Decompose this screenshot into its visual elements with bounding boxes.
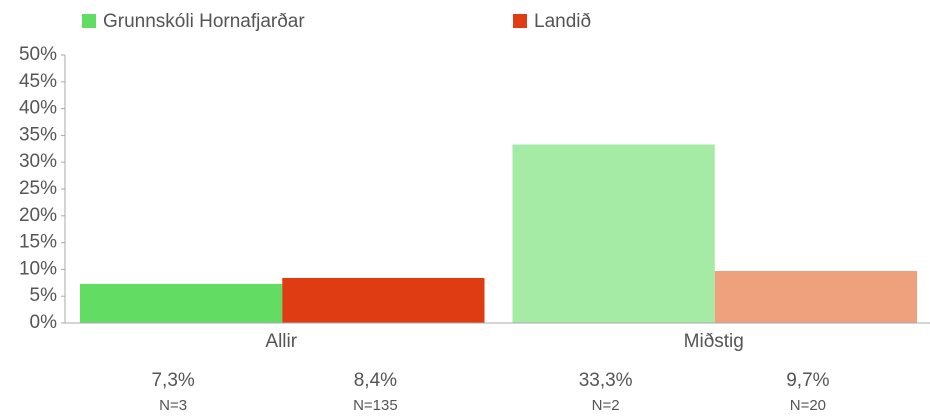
y-tick-label: 15% xyxy=(19,232,57,253)
legend-swatch xyxy=(82,14,96,28)
value-label: 9,7% xyxy=(786,370,829,391)
bar xyxy=(80,283,283,323)
y-tick-label: 50% xyxy=(19,44,57,65)
y-tick-label: 30% xyxy=(19,151,57,172)
y-tick-label: 40% xyxy=(19,98,57,119)
value-label: 33,3% xyxy=(579,370,633,391)
bar xyxy=(714,271,917,323)
n-label: N=135 xyxy=(353,397,398,414)
y-tick-label: 0% xyxy=(30,312,58,333)
y-tick-label: 10% xyxy=(19,258,57,279)
n-label: N=2 xyxy=(592,397,620,414)
y-tick-label: 5% xyxy=(30,285,58,306)
x-tick-label: Miðstig xyxy=(684,331,744,352)
n-label: N=3 xyxy=(159,397,187,414)
legend-swatch xyxy=(513,14,527,28)
value-label: 8,4% xyxy=(354,370,397,391)
y-tick-label: 45% xyxy=(19,71,57,92)
n-label: N=20 xyxy=(790,397,826,414)
y-tick-label: 25% xyxy=(19,178,57,199)
bar xyxy=(282,277,485,323)
value-label: 7,3% xyxy=(151,370,194,391)
legend-label: Grunnskóli Hornafjarðar xyxy=(103,11,305,32)
bar xyxy=(512,144,715,323)
legend-label: Landið xyxy=(534,11,591,32)
x-tick-label: Allir xyxy=(265,331,297,352)
y-tick-label: 20% xyxy=(19,205,57,226)
y-tick-label: 35% xyxy=(19,124,57,145)
